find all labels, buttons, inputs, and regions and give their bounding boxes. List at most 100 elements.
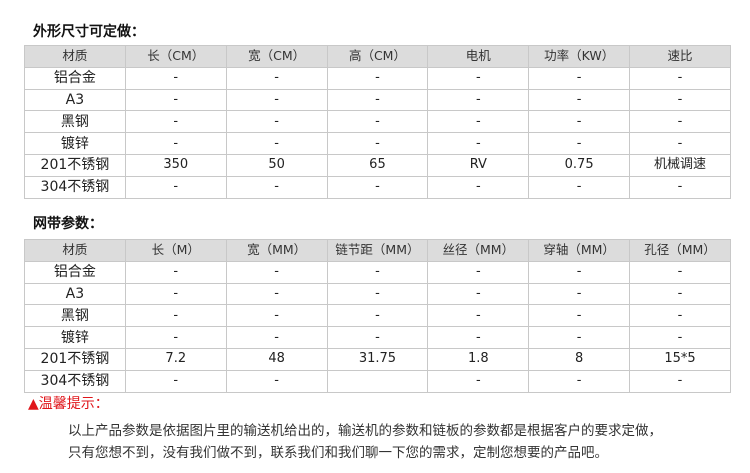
table-cell: 31.75 [326, 347, 429, 371]
table-row: 镀锌 - - - - - - [24, 132, 731, 155]
table-cell: - [629, 66, 731, 90]
table-cell: - [528, 175, 631, 199]
table-cell: - [124, 282, 227, 306]
table-cell: - [225, 88, 328, 112]
table-cell: 50 [225, 153, 328, 177]
material-cell: 铝合金 [24, 66, 126, 90]
table-cell: - [326, 260, 429, 284]
table-cell: - [326, 326, 429, 349]
material-cell: 304不锈钢 [24, 369, 126, 393]
table-cell: 0.75 [528, 153, 631, 177]
table-cell: - [124, 175, 227, 199]
column-header: 穿轴（MM） [528, 239, 631, 262]
table-cell: - [528, 110, 631, 134]
material-cell: 201不锈钢 [24, 153, 126, 177]
table-cell: - [629, 132, 731, 155]
table-row: A3- - - - - - [24, 282, 731, 306]
notice-text: 以上产品参数是依据图片里的输送机给出的，输送机的参数和链板的参数都是根据客户的要… [68, 420, 738, 464]
material-cell: 304不锈钢 [24, 175, 126, 199]
table-cell [326, 369, 429, 393]
table-cell: - [225, 369, 328, 393]
header-row: 材质 长（M） 宽（MM） 链节距（MM） 丝径（MM） 穿轴（MM） 孔径（MM） [24, 239, 731, 262]
column-header: 材质 [24, 239, 126, 262]
table-cell: - [427, 175, 530, 199]
table-cell: - [629, 110, 731, 134]
material-cell: 镀锌 [24, 132, 126, 155]
table-cell: 8 [528, 347, 631, 371]
table-cell: - [427, 304, 530, 328]
table-cell: - [225, 66, 328, 90]
section-title-mesh-belt: 网带参数： [33, 216, 103, 232]
material-cell: A3 [24, 88, 126, 112]
table-row: 304不锈钢 - - - - - [24, 369, 731, 393]
table-cell: - [124, 260, 227, 284]
table-cell: - [225, 132, 328, 155]
column-header: 链节距（MM） [326, 239, 429, 262]
table-row: 黑钢 - - - - - - [24, 110, 731, 134]
table-cell: - [427, 88, 530, 112]
table-cell: - [528, 304, 631, 328]
table-row: 201不锈钢 350 50 65 RV 0.75 机械调速 [24, 153, 731, 177]
material-cell: 铝合金 [24, 260, 126, 284]
section-title-dimensions: 外形尺寸可定做： [33, 24, 145, 40]
table-row: 镀锌 - - - - - - [24, 326, 731, 349]
table-cell: - [427, 326, 530, 349]
notice-line: 只有您想不到，没有我们做不到，联系我们和我们聊一下您的需求，定制您想要的产品吧。 [68, 445, 608, 461]
table-cell: - [326, 88, 429, 112]
table-cell: 15*5 [629, 347, 731, 371]
table-cell: - [124, 88, 227, 112]
table-cell: - [629, 88, 731, 112]
table-cell: - [528, 326, 631, 349]
table-cell: - [225, 326, 328, 349]
table-cell: - [427, 66, 530, 90]
column-header: 宽（CM） [225, 45, 328, 68]
table-cell: 65 [326, 153, 429, 177]
table-cell: - [629, 304, 731, 328]
table-cell: RV [427, 153, 530, 177]
column-header: 材质 [24, 45, 126, 68]
material-cell: 黑钢 [24, 304, 126, 328]
column-header: 高（CM） [326, 45, 429, 68]
table-cell: - [326, 110, 429, 134]
table-cell: - [326, 66, 429, 90]
table-cell: - [629, 260, 731, 284]
material-cell: 黑钢 [24, 110, 126, 134]
table-cell: 1.8 [427, 347, 530, 371]
table-cell: - [427, 282, 530, 306]
table-cell: - [326, 132, 429, 155]
material-cell: 镀锌 [24, 326, 126, 349]
table-cell: - [124, 326, 227, 349]
table-cell: - [427, 110, 530, 134]
mesh-belt-table: 材质 长（M） 宽（MM） 链节距（MM） 丝径（MM） 穿轴（MM） 孔径（MM） 铝合金 -… [24, 239, 731, 393]
table-cell: - [225, 260, 328, 284]
table-cell: - [629, 369, 731, 393]
column-header: 丝径（MM） [427, 239, 530, 262]
table-cell: - [427, 132, 530, 155]
table-cell: - [528, 66, 631, 90]
material-cell: 201不锈钢 [24, 347, 126, 371]
table-cell: - [124, 132, 227, 155]
notice-line: 以上产品参数是依据图片里的输送机给出的，输送机的参数和链板的参数都是根据客户的要… [68, 423, 662, 439]
table-row: 铝合金 - - - - - - [24, 66, 731, 90]
column-header: 速比 [629, 45, 731, 68]
table-cell: - [629, 326, 731, 349]
table-cell: 48 [225, 347, 328, 371]
table-cell: - [124, 110, 227, 134]
table-cell: - [124, 66, 227, 90]
table-cell: - [225, 175, 328, 199]
table-cell: 机械调速 [629, 153, 731, 177]
table-cell: - [528, 260, 631, 284]
column-header: 宽（MM） [225, 239, 328, 262]
table-cell: - [225, 110, 328, 134]
table-cell: - [629, 175, 731, 199]
column-header: 孔径（MM） [629, 239, 731, 262]
header-row: 材质 长（CM） 宽（CM） 高（CM） 电机 功率（KW） 速比 [24, 45, 731, 68]
column-header: 电机 [427, 45, 530, 68]
table-cell: - [124, 304, 227, 328]
table-cell: - [225, 282, 328, 306]
notice-label: ▲温馨提示： [28, 396, 109, 412]
table-cell: - [528, 88, 631, 112]
column-header: 功率（KW） [528, 45, 631, 68]
table-cell: - [528, 282, 631, 306]
table-cell: - [124, 369, 227, 393]
